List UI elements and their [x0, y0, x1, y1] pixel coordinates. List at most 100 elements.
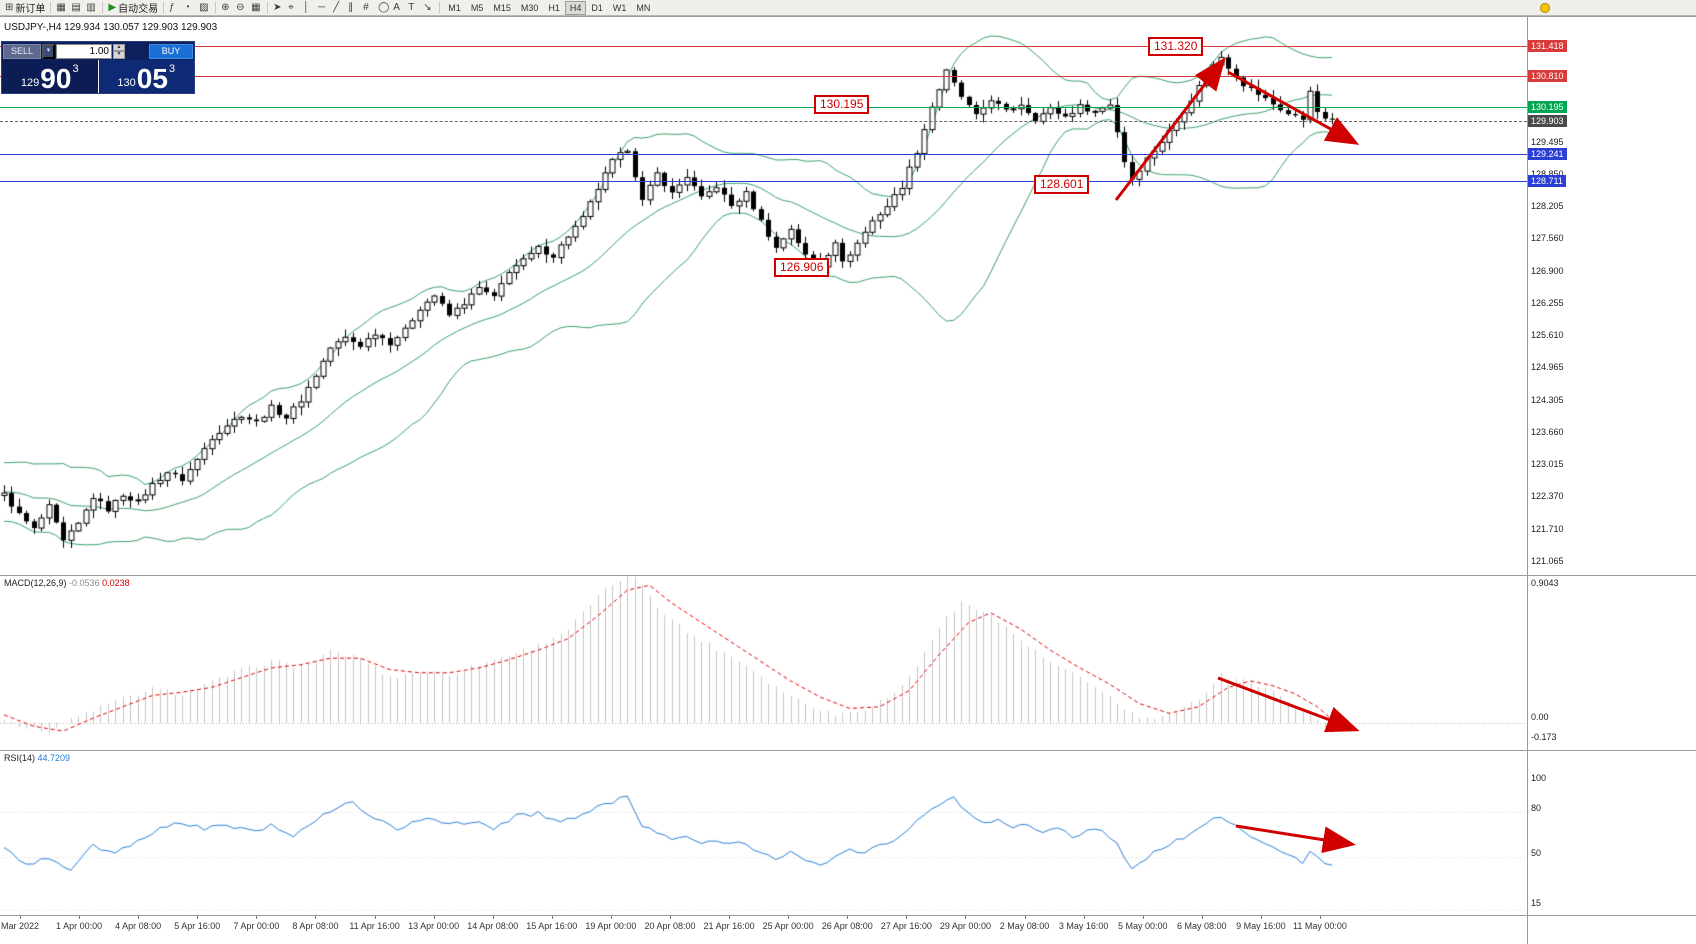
order-type-dropdown[interactable]: ▼: [42, 43, 55, 59]
volume-down-button[interactable]: ▼: [113, 51, 125, 59]
timeframe-h4-button[interactable]: H4: [564, 0, 587, 15]
date-tick: [315, 916, 317, 919]
timeframe-w1-button[interactable]: W1: [608, 1, 632, 15]
zoom-out-button[interactable]: ⊖: [234, 1, 249, 15]
buy-button[interactable]: BUY: [149, 43, 193, 59]
date-tick: [551, 916, 553, 919]
notifications-icon[interactable]: [1540, 3, 1550, 13]
zoom-out-icon: ⊖: [236, 1, 245, 13]
trade-controls-row: SELL ▼ ▲ ▼ BUY: [2, 42, 194, 60]
auto-trading-button[interactable]: ▶ 自动交易: [106, 1, 160, 15]
tile-windows-icon: ▦: [251, 1, 261, 13]
date-axis[interactable]: Mar 2022 1 Apr 00:00 4 Apr 08:00 5 Apr 16:0…: [0, 915, 1696, 944]
trendline-button[interactable]: ╱: [331, 1, 346, 15]
rsi-value: 44.7209: [37, 753, 71, 763]
text-button[interactable]: A: [391, 1, 406, 15]
text-icon: A: [393, 1, 400, 13]
timeframe-h1-button[interactable]: H1: [543, 1, 565, 15]
sell-price[interactable]: 129 90 3: [2, 60, 98, 93]
rsi-panel: RSI(14) 44.7209 100 80 50 15: [0, 750, 1696, 915]
date-label: 7 Apr 00:00: [233, 921, 280, 931]
timeframe-m5-button[interactable]: M5: [466, 1, 489, 15]
timeframe-d1-button[interactable]: D1: [586, 1, 608, 15]
periods-button[interactable]: ◔: [182, 1, 197, 15]
macd-main-value: -0.0536: [69, 578, 100, 588]
price-badge-131418: 131.418: [1528, 40, 1567, 52]
date-tick: [79, 916, 81, 919]
navigator-button[interactable]: ▤: [69, 1, 84, 15]
templates-icon: ▨: [199, 1, 209, 13]
crosshair-button[interactable]: ⌖: [286, 1, 301, 15]
templates-button[interactable]: ▨: [197, 1, 212, 15]
timeframe-m1-button[interactable]: M1: [443, 1, 466, 15]
label-button[interactable]: T: [406, 1, 421, 15]
date-label: 4 Apr 08:00: [115, 921, 162, 931]
sell-price-big: 90: [40, 63, 72, 94]
price-axis-label: 129.495: [1531, 136, 1564, 147]
market-watch-button[interactable]: ▦: [54, 1, 69, 15]
zoom-in-button[interactable]: ⊕: [219, 1, 234, 15]
date-tick: [906, 916, 908, 919]
date-label: 29 Apr 00:00: [939, 921, 991, 931]
date-label: 5 May 00:00: [1117, 921, 1168, 931]
trendline-icon: ╱: [333, 1, 340, 13]
date-tick: [492, 916, 494, 919]
timeframe-m30-button[interactable]: M30: [516, 1, 544, 15]
indicators-button[interactable]: ƒ: [167, 1, 182, 15]
cursor-button[interactable]: ➤: [271, 1, 286, 15]
annotation-128601[interactable]: 128.601: [1034, 175, 1090, 194]
tile-windows-button[interactable]: ▦: [249, 1, 264, 15]
support-line-129.241[interactable]: [0, 154, 1527, 156]
date-label: 11 May 00:00: [1293, 921, 1347, 931]
candlestick-chart-canvas[interactable]: [0, 17, 1527, 575]
channel-button[interactable]: ∥: [346, 1, 361, 15]
macd-axis-label: 0.9043: [1531, 578, 1559, 588]
horizontal-line-button[interactable]: ─: [316, 1, 331, 15]
trade-prices-row: 129 90 3 130 05 3: [2, 60, 194, 93]
fibonacci-button[interactable]: #: [361, 1, 376, 15]
volume-up-button[interactable]: ▲: [113, 43, 125, 51]
sell-price-prefix: 129: [20, 77, 40, 89]
timeframe-m15-button[interactable]: M15: [488, 1, 516, 15]
buy-price-prefix: 130: [117, 77, 136, 89]
vertical-line-button[interactable]: │: [301, 1, 316, 15]
shapes-button[interactable]: ◯: [376, 1, 391, 15]
annotation-131320[interactable]: 131.320: [1148, 37, 1204, 56]
macd-chart-canvas[interactable]: [0, 576, 1527, 750]
support-broken-line-130.195[interactable]: [0, 106, 1527, 108]
volume-input[interactable]: [56, 43, 112, 59]
date-label: 20 Apr 08:00: [644, 921, 696, 931]
resistance-line-130.81[interactable]: [0, 76, 1527, 78]
sep2-separator: [102, 2, 104, 13]
timeframe-mn-button[interactable]: MN: [631, 1, 655, 15]
periods-icon: ◔: [184, 1, 191, 13]
rsi-axis-label: 80: [1531, 803, 1542, 813]
macd-axis-label: 0.00: [1531, 712, 1549, 722]
sep4-separator: [215, 2, 217, 13]
buy-price[interactable]: 130 05 3: [98, 60, 194, 93]
date-tick: [1201, 916, 1203, 919]
rsi-chart-canvas[interactable]: [0, 751, 1527, 915]
date-label: 5 Apr 16:00: [174, 921, 221, 931]
date-tick: [669, 916, 671, 919]
sep3-separator: [163, 2, 165, 13]
annotation-126906[interactable]: 126.906: [774, 258, 830, 277]
date-tick: [1024, 916, 1026, 919]
price-badge-129241: 129.241: [1528, 148, 1567, 161]
sep5-separator: [267, 2, 269, 13]
annotation-130195[interactable]: 130.195: [814, 95, 870, 114]
arrows-button[interactable]: ↘: [421, 1, 436, 15]
price-axis-label: 121.065: [1531, 556, 1564, 567]
current-price-line-129.903[interactable]: [0, 121, 1527, 123]
support-line-128.711[interactable]: [0, 180, 1527, 182]
terminal-button[interactable]: ▥: [84, 1, 99, 15]
new-order-button[interactable]: ⊞ 新订单: [3, 1, 47, 15]
date-tick: [965, 916, 967, 919]
indicators-icon: ƒ: [169, 1, 175, 13]
sell-button[interactable]: SELL: [3, 43, 41, 59]
price-axis-separator[interactable]: [1527, 16, 1528, 944]
navigator-icon: ▤: [71, 1, 81, 13]
resistance-line-131.418[interactable]: [0, 46, 1527, 47]
price-axis-label: 128.205: [1531, 200, 1564, 211]
price-axis-label: 126.900: [1531, 265, 1564, 276]
